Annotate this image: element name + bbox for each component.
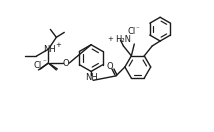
Text: NH: NH — [85, 73, 98, 82]
Text: +: + — [55, 42, 61, 48]
Text: Cl: Cl — [33, 60, 42, 70]
Text: H₂N: H₂N — [115, 35, 131, 44]
Text: O: O — [107, 62, 113, 72]
Text: NH: NH — [43, 45, 56, 54]
Text: ⁻: ⁻ — [42, 60, 46, 65]
Text: Cl: Cl — [127, 27, 136, 36]
Text: O: O — [63, 58, 70, 68]
Text: ⁻: ⁻ — [135, 26, 139, 32]
Text: +: + — [108, 36, 113, 42]
